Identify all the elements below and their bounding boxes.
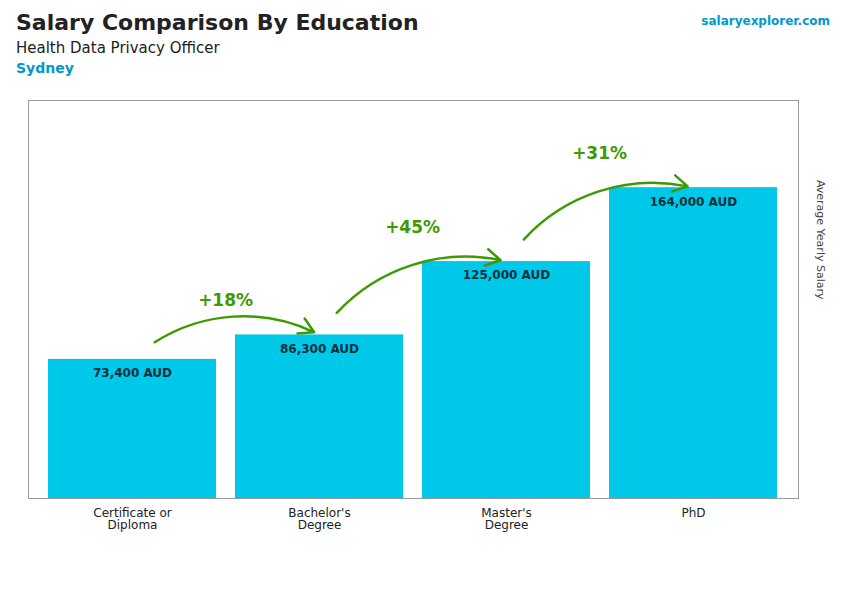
svg-text:86,300 AUD: 86,300 AUD <box>280 342 359 356</box>
html-text:salaryexplorer.com: salaryexplorer.com <box>701 14 830 28</box>
svg-text:125,000 AUD: 125,000 AUD <box>463 268 550 282</box>
svg-text:Bachelor'sDegree: Bachelor'sDegree <box>288 506 350 532</box>
svg-text:Master'sDegree: Master'sDegree <box>481 506 532 532</box>
svg-text:PhD: PhD <box>681 506 705 520</box>
svg-text:164,000 AUD: 164,000 AUD <box>650 195 737 209</box>
html-text:Sydney: Sydney <box>16 60 74 76</box>
svg-text:+31%: +31% <box>572 143 627 163</box>
svg-text:+18%: +18% <box>198 290 253 310</box>
html-text:Health Data Privacy Officer: Health Data Privacy Officer <box>16 39 220 57</box>
svg-text:Average Yearly Salary: Average Yearly Salary <box>814 180 827 300</box>
svg-text:73,400 AUD: 73,400 AUD <box>93 366 172 380</box>
svg-text:Certificate orDiploma: Certificate orDiploma <box>93 506 171 532</box>
svg-text:+45%: +45% <box>385 217 440 237</box>
html-text:Salary Comparison By Education: Salary Comparison By Education <box>16 10 419 35</box>
